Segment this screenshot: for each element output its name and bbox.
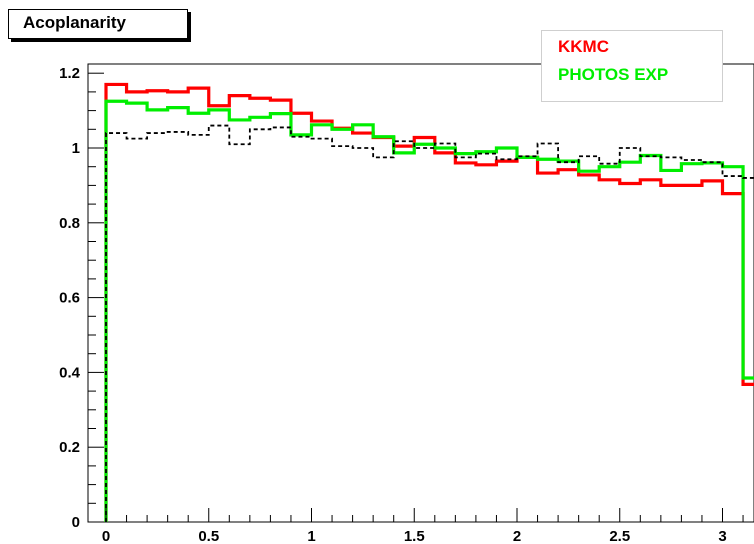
series-line-kkmc xyxy=(104,82,754,522)
x-tick-label: 2.5 xyxy=(609,528,630,544)
plot-frame xyxy=(87,63,754,523)
x-tick-label: 3 xyxy=(718,528,726,544)
y-tick-label: 0.6 xyxy=(59,290,80,307)
x-tick-label: 0 xyxy=(102,528,110,544)
x-tick-label: 2 xyxy=(513,528,521,544)
x-tick-label: 0.5 xyxy=(198,528,219,544)
y-tick-label: 0.8 xyxy=(59,215,80,232)
axes-layer: 0 0.2 0.4 0.6 0.8 1 1.2 0 0.5 1 1.5 2 2.5 3 xyxy=(59,65,744,544)
chart-title: Acoplanarity xyxy=(23,13,126,32)
legend-label-photos-exp: PHOTOS EXP xyxy=(558,65,669,84)
y-tick-label: 1 xyxy=(72,140,80,157)
series-line-photos-exp xyxy=(104,99,754,522)
series-layer xyxy=(104,82,754,522)
x-tick-label: 1.5 xyxy=(404,528,425,544)
y-tick-label: 0 xyxy=(72,514,80,531)
series-line-reference xyxy=(105,124,754,522)
x-tick-label: 1 xyxy=(307,528,315,544)
chart-title-box: Acoplanarity xyxy=(8,9,188,39)
y-tick-label: 0.2 xyxy=(59,439,80,456)
legend-label-kkmc: KKMC xyxy=(558,37,609,56)
legend: KKMC PHOTOS EXP xyxy=(541,30,723,102)
y-tick-label: 0.4 xyxy=(59,364,81,381)
y-tick-label: 1.2 xyxy=(59,65,80,82)
